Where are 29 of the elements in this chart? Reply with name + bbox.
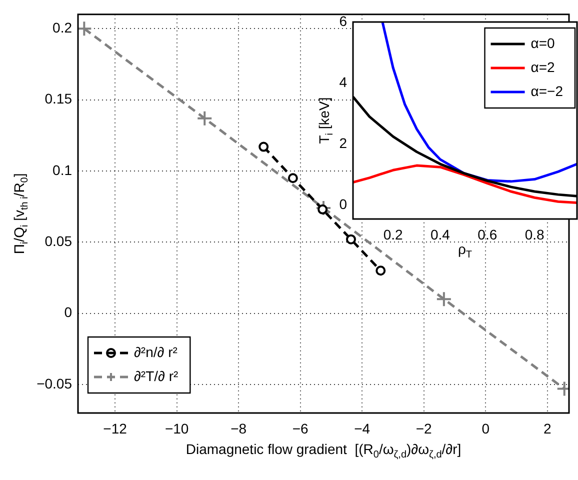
x-tick-label: −10 <box>164 420 189 436</box>
x-tick-label: 0.8 <box>524 226 544 242</box>
legend-label: ∂²n/∂ r² <box>134 344 178 360</box>
y-tick-label: 0.15 <box>44 90 72 107</box>
x-tick-label: 0 <box>482 420 490 436</box>
x-tick-label: −6 <box>292 420 309 436</box>
y-tick-label: 0.05 <box>44 233 72 250</box>
y-tick-label: 4 <box>339 74 348 90</box>
x-tick-label: 0.6 <box>478 226 498 242</box>
y-tick-label: 0 <box>339 196 348 212</box>
x-tick-label: 0.4 <box>430 226 450 242</box>
x-tick-label: −12 <box>103 420 128 436</box>
legend-label: α=−2 <box>530 82 564 99</box>
y-tick-label: 0.2 <box>52 19 72 36</box>
x-tick-label: −8 <box>230 420 247 436</box>
y-tick-label: 0.1 <box>52 162 72 178</box>
legend-label: ∂²T/∂ r² <box>134 368 178 384</box>
y-tick-label: 2 <box>339 135 348 152</box>
x-tick-label: −2 <box>416 420 432 436</box>
y-tick-label: −0.05 <box>36 375 72 392</box>
y-axis-title: Ti [keV] <box>316 97 336 144</box>
x-tick-label: 0.2 <box>383 226 404 242</box>
y-tick-label: 0 <box>64 304 72 320</box>
y-tick-label: 6 <box>339 12 348 29</box>
x-tick-label: 2 <box>543 420 552 436</box>
legend-label: α=0 <box>530 34 556 51</box>
x-tick-label: −4 <box>354 420 370 436</box>
text: Πi/Qi [vth i/R0] <box>10 173 31 254</box>
legend-label: α=2 <box>530 58 556 75</box>
